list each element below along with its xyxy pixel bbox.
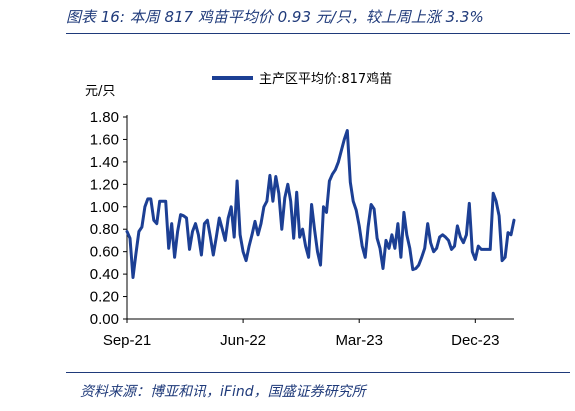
legend-label: 主产区平均价:817鸡苗: [259, 71, 392, 87]
y-tick-label: 0.40: [90, 266, 119, 283]
title-divider: [66, 33, 570, 34]
source-divider: [66, 372, 570, 373]
line-chart: 0.00 0.20 0.40 0.60 0.80 1.00 1.20 1.40 1.60 1.80…: [85, 71, 516, 349]
x-tick-label: Jun-22: [220, 332, 266, 349]
y-tick-label: 0.20: [90, 289, 119, 306]
chart-axes: 0.00 0.20 0.40 0.60 0.80 1.00 1.20 1.40 1.60 1.80…: [85, 84, 514, 349]
series-line: [125, 129, 516, 279]
figure-title: 图表 16: 本周 817 鸡苗平均价 0.93 元/只，较上周上涨 3.3%: [66, 8, 484, 26]
y-axis-unit: 元/只: [85, 84, 115, 99]
x-tick-label: Dec-23: [451, 332, 499, 349]
x-tick-label: Mar-23: [335, 332, 383, 349]
y-tick-label: 1.60: [90, 131, 119, 148]
y-tick-label: 0.60: [90, 244, 119, 261]
chart-marks: [125, 129, 516, 279]
y-tick-label: 1.20: [90, 176, 119, 193]
y-tick-label: 1.40: [90, 154, 119, 171]
y-tick-label: 1.00: [90, 199, 119, 216]
source-note: 资料来源：博亚和讯，iFind，国盛证券研究所: [80, 384, 366, 400]
y-tick-label: 0.80: [90, 221, 119, 238]
y-tick-label: 0.00: [90, 311, 119, 328]
x-tick-label: Sep-21: [103, 332, 151, 349]
y-tick-label: 1.80: [90, 109, 119, 126]
chart-legend: 主产区平均价:817鸡苗: [212, 71, 392, 87]
